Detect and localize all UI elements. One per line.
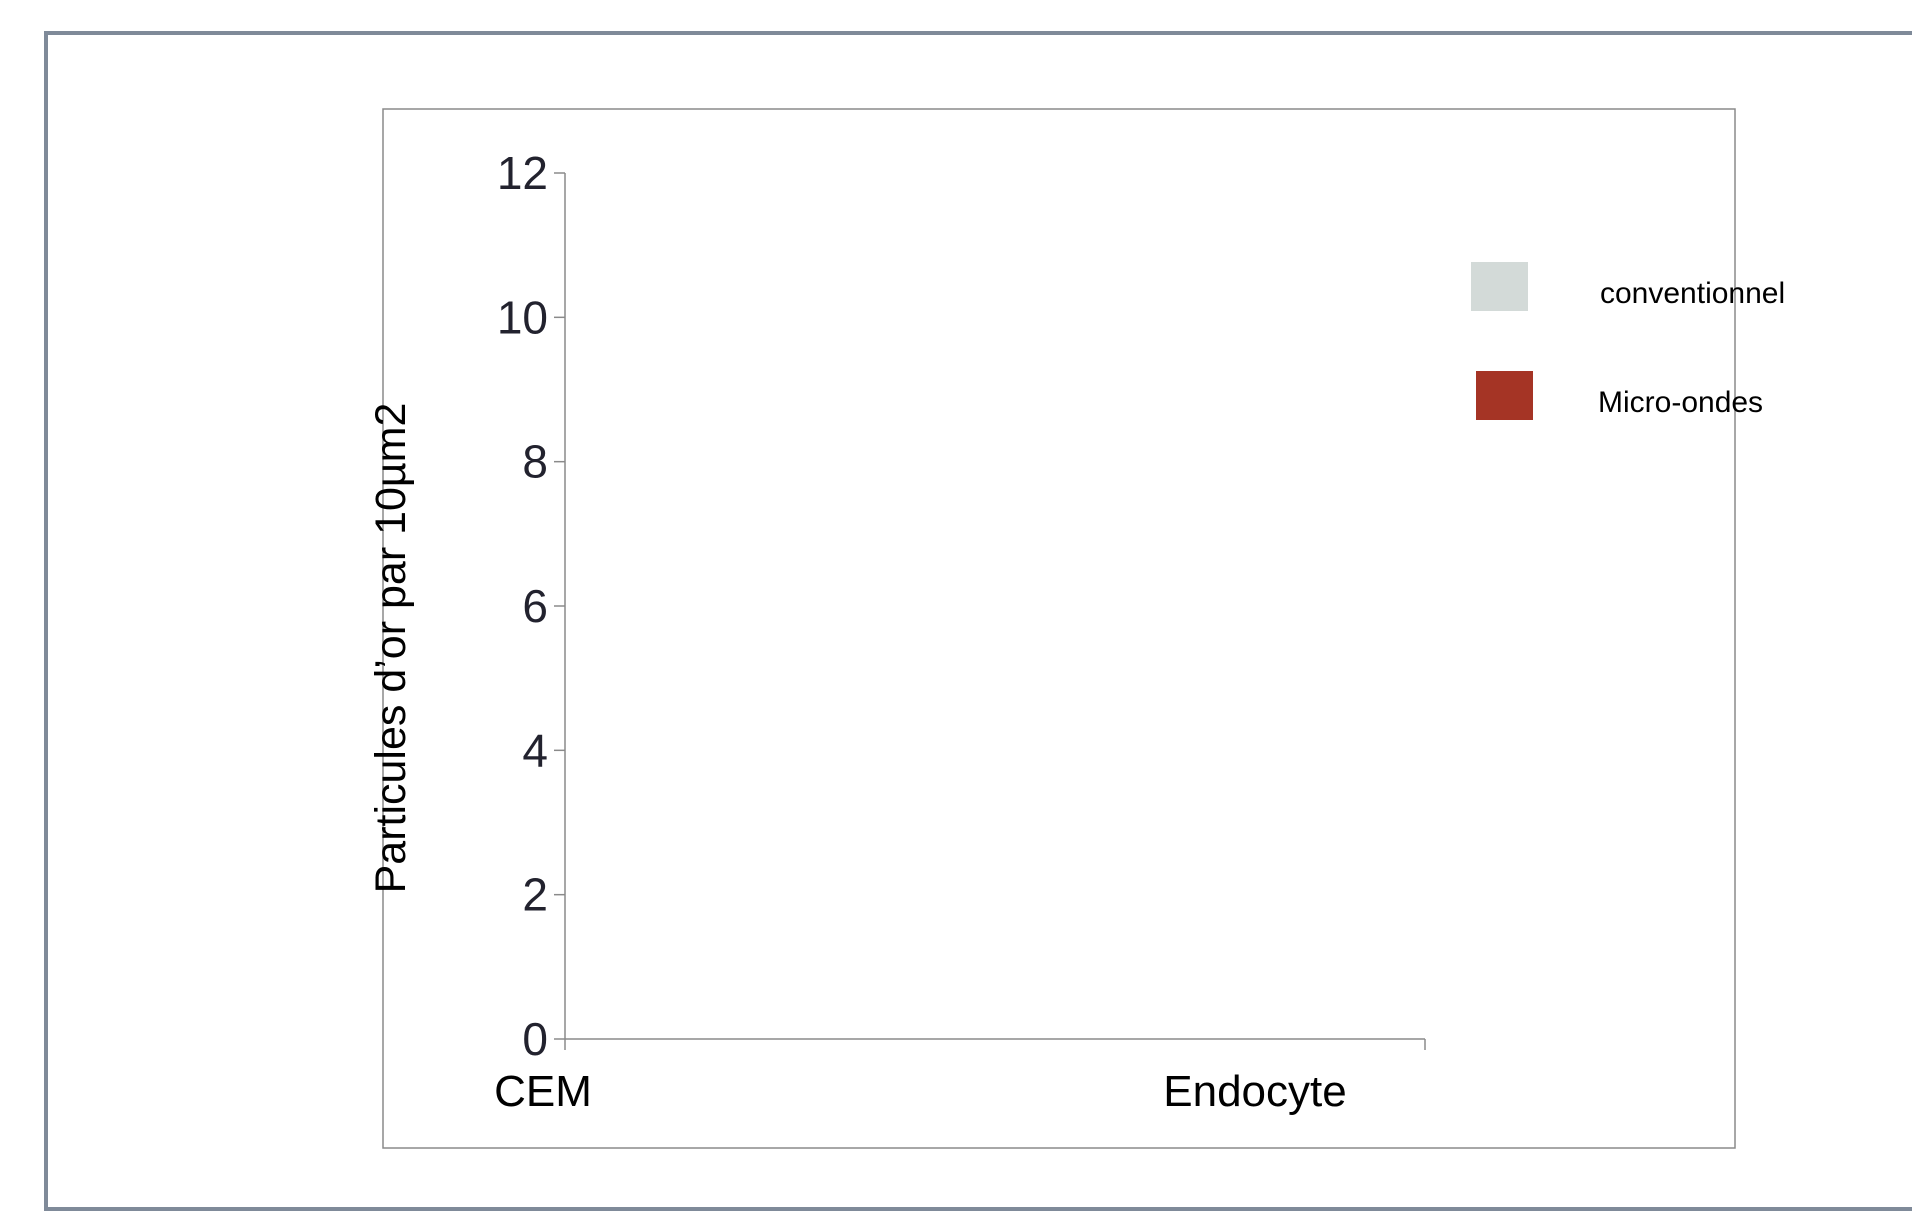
legend-label: conventionnel — [1600, 277, 1785, 310]
plot-area — [564, 173, 1426, 1050]
y-tick-label: 6 — [522, 580, 548, 632]
y-tick-label: 4 — [522, 724, 548, 776]
x-category-label: CEM — [494, 1067, 592, 1116]
legend-swatch — [1471, 262, 1528, 311]
y-axis-title: Particules d’or par 10µm2 — [367, 403, 415, 894]
y-tick-label: 0 — [522, 1013, 548, 1065]
y-tick-label: 8 — [522, 436, 548, 488]
y-tick-label: 10 — [497, 291, 548, 343]
y-tick-label: 2 — [522, 869, 548, 921]
legend-label: Micro-ondes — [1598, 386, 1763, 419]
legend: conventionnel Micro-ondes — [1471, 262, 1785, 420]
y-axis-ticks: 0 2 4 6 8 10 12 — [497, 147, 565, 1065]
x-category-label: Endocyte — [1163, 1067, 1346, 1116]
legend-swatch — [1476, 371, 1533, 420]
x-axis-categories: CEM Endocyte — [494, 1067, 1347, 1116]
y-tick-label: 12 — [497, 147, 548, 199]
chart-area-border — [382, 108, 1736, 1149]
